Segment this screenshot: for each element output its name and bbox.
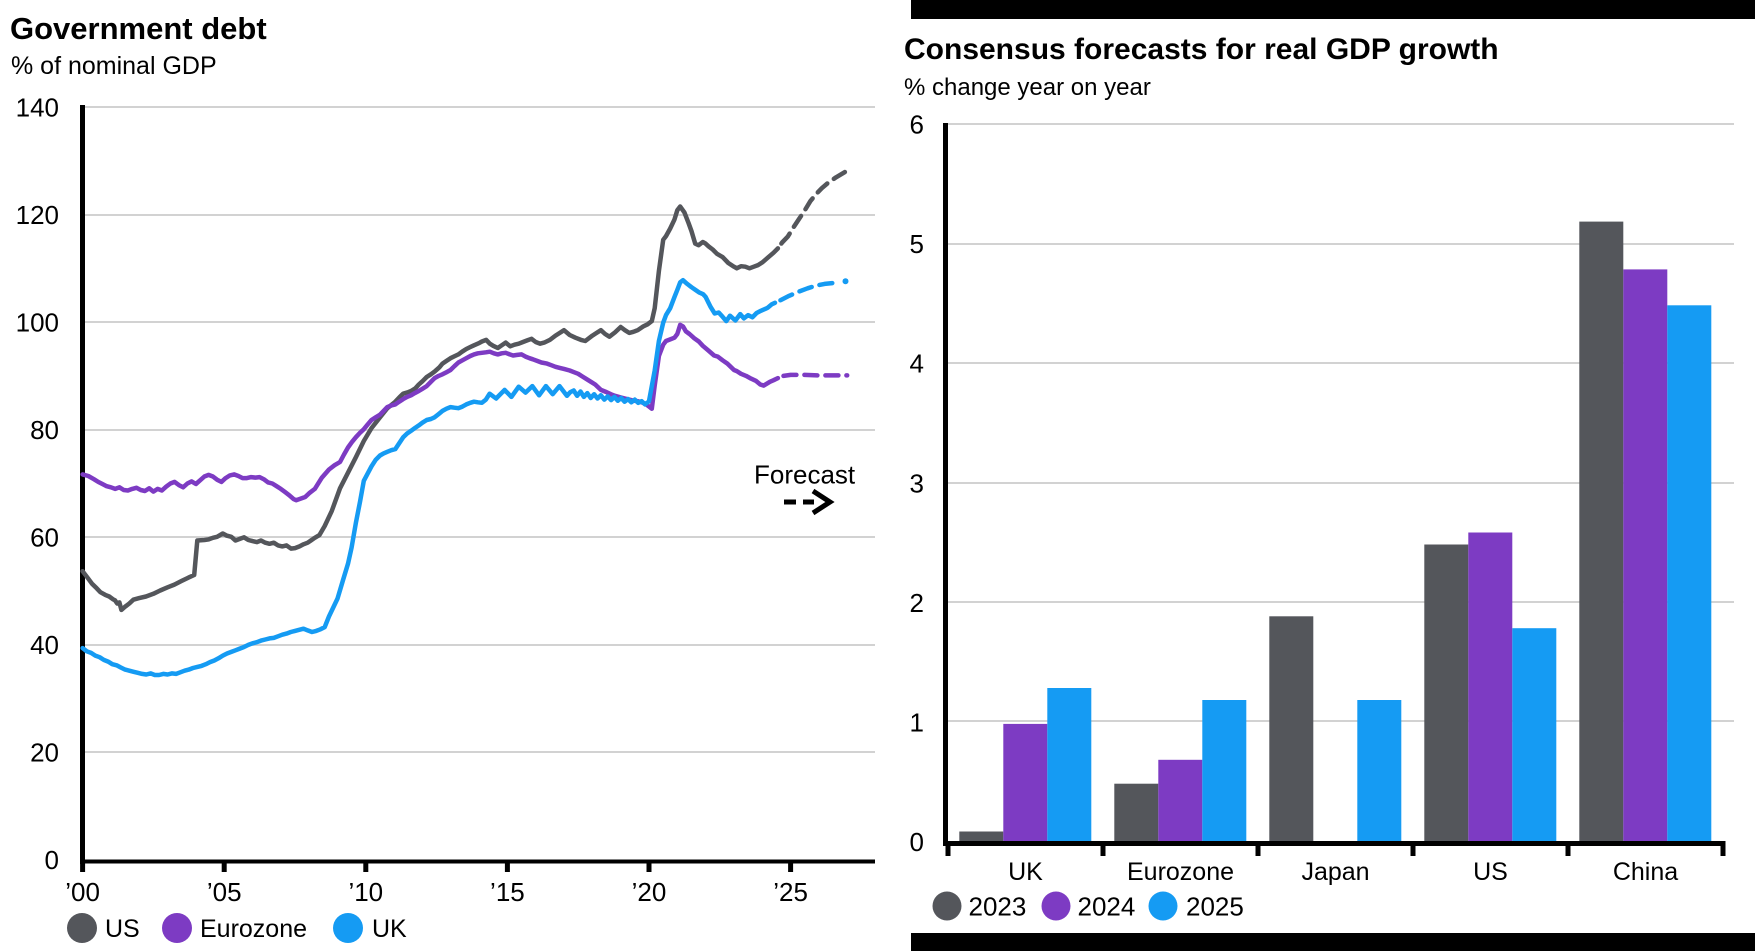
svg-text:2023: 2023 [969,892,1027,922]
svg-text:Forecast: Forecast [754,460,856,490]
svg-text:% of nominal GDP: % of nominal GDP [11,52,217,80]
svg-text:3: 3 [910,468,924,498]
svg-text:2: 2 [910,588,924,618]
svg-text:0: 0 [45,845,59,875]
svg-text:120: 120 [16,200,59,230]
svg-text:UK: UK [372,915,407,943]
svg-text:40: 40 [30,630,59,660]
svg-text:UK: UK [1008,858,1043,886]
svg-text:Eurozone: Eurozone [1127,858,1234,886]
svg-text:’00: ’00 [65,877,100,907]
svg-text:20: 20 [30,738,59,768]
svg-text:China: China [1613,858,1678,886]
svg-text:4: 4 [910,349,924,379]
svg-text:Consensus forecasts for real G: Consensus forecasts for real GDP growth [904,33,1499,66]
svg-text:US: US [1473,858,1508,886]
svg-text:2024: 2024 [1078,892,1136,922]
svg-text:% change year on year: % change year on year [904,74,1151,101]
svg-text:’15: ’15 [490,877,525,907]
svg-text:6: 6 [910,110,924,140]
svg-text:0: 0 [910,827,924,857]
svg-text:Government debt: Government debt [10,11,267,46]
svg-text:140: 140 [16,93,59,123]
svg-text:Eurozone: Eurozone [200,915,307,943]
svg-text:5: 5 [910,229,924,259]
svg-text:80: 80 [30,415,59,445]
svg-text:2025: 2025 [1186,892,1244,922]
svg-text:60: 60 [30,523,59,553]
svg-text:’05: ’05 [207,877,242,907]
svg-text:’10: ’10 [348,877,383,907]
svg-text:100: 100 [16,308,59,338]
svg-text:’25: ’25 [773,877,808,907]
svg-text:Japan: Japan [1301,858,1369,886]
svg-text:’20: ’20 [632,877,667,907]
svg-text:1: 1 [910,708,924,738]
svg-text:US: US [105,915,140,943]
